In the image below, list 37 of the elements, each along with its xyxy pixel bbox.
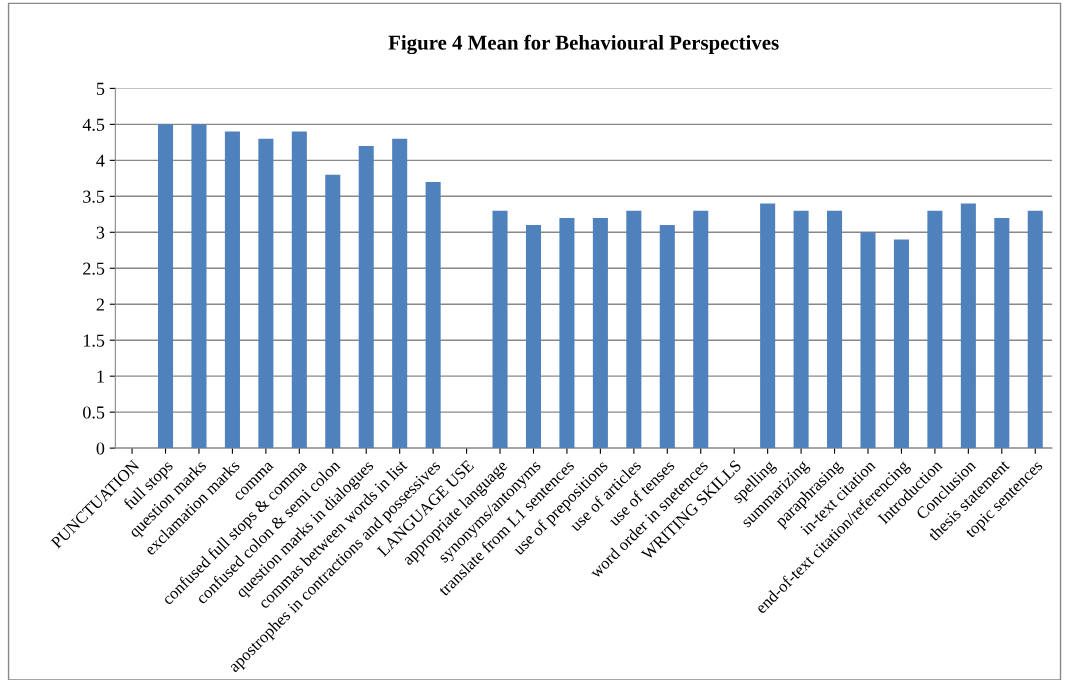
bar <box>693 210 709 449</box>
bar <box>157 124 174 449</box>
bar <box>960 203 976 449</box>
bar <box>827 210 843 449</box>
bar <box>191 124 207 449</box>
bar <box>659 225 675 449</box>
bar <box>525 225 542 449</box>
y-tick-label: 0.5 <box>83 406 105 419</box>
y-tick-label: 4 <box>96 154 105 167</box>
y-tick-label: 1 <box>97 370 104 383</box>
bar <box>626 210 642 449</box>
bar <box>325 174 341 449</box>
bar <box>1027 210 1043 449</box>
bar <box>425 181 441 449</box>
bar <box>860 232 876 449</box>
bar <box>492 210 508 449</box>
y-tick-label: 1.5 <box>83 334 105 347</box>
y-tick-label: 0 <box>96 442 105 455</box>
y-tick-label: 5 <box>96 82 105 95</box>
bar <box>793 210 809 449</box>
bar <box>258 138 274 449</box>
y-tick-label: 3.5 <box>83 190 105 203</box>
y-tick-label: 4.5 <box>82 118 105 131</box>
bar <box>893 239 909 449</box>
y-tick-label: 2.5 <box>83 262 105 275</box>
bar <box>392 138 408 449</box>
y-tick-label: 2 <box>96 298 104 311</box>
bar <box>224 131 240 449</box>
bar <box>358 145 374 449</box>
bar <box>559 217 575 449</box>
bar <box>994 217 1010 449</box>
chart-title: Figure 4 Mean for Behavioural Perspectives <box>388 34 779 55</box>
bar <box>760 203 776 449</box>
y-tick-label: 3 <box>96 226 105 239</box>
bar <box>592 217 608 449</box>
bar <box>291 131 307 449</box>
bar <box>927 210 943 449</box>
